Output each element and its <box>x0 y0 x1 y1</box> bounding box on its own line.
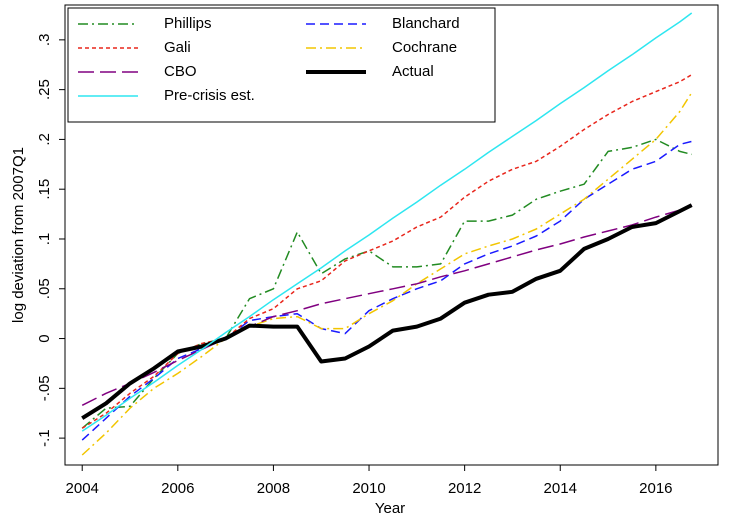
series-line <box>81 92 693 456</box>
x-tick-label: 2006 <box>161 480 194 497</box>
x-tick-label: 2004 <box>66 480 99 497</box>
legend <box>67 7 496 123</box>
x-tick-label: 2012 <box>448 480 481 497</box>
x-tick-label: 2016 <box>639 480 672 497</box>
legend-label: Actual <box>392 63 434 80</box>
y-tick-label: .15 <box>36 179 53 200</box>
plot-frame <box>64 4 719 466</box>
series-line <box>81 74 693 429</box>
y-axis-label: log deviation from 2007Q1 <box>10 147 27 323</box>
y-tick-label: 0 <box>36 334 53 342</box>
x-tick-label: 2008 <box>257 480 290 497</box>
y-tick-label: .25 <box>36 79 53 100</box>
y-tick-label: .2 <box>36 133 53 146</box>
legend-label: Pre-crisis est. <box>164 87 255 104</box>
legend-label: Gali <box>164 39 191 56</box>
x-tick-label: 2014 <box>544 480 577 497</box>
series-line <box>81 203 693 420</box>
series-line <box>81 140 692 441</box>
y-tick-label: .1 <box>36 233 53 246</box>
y-tick-label: -.1 <box>36 429 53 447</box>
series-line <box>81 12 693 432</box>
y-tick-label: .3 <box>36 34 53 47</box>
y-tick-label: .05 <box>36 278 53 299</box>
legend-label: Cochrane <box>392 39 457 56</box>
legend-label: Phillips <box>164 15 212 32</box>
x-axis-label: Year <box>375 500 405 517</box>
series-line <box>81 204 692 406</box>
y-tick-label: -.05 <box>36 375 53 401</box>
x-tick-label: 2010 <box>352 480 385 497</box>
legend-label: CBO <box>164 63 197 80</box>
legend-label: Blanchard <box>392 15 460 32</box>
